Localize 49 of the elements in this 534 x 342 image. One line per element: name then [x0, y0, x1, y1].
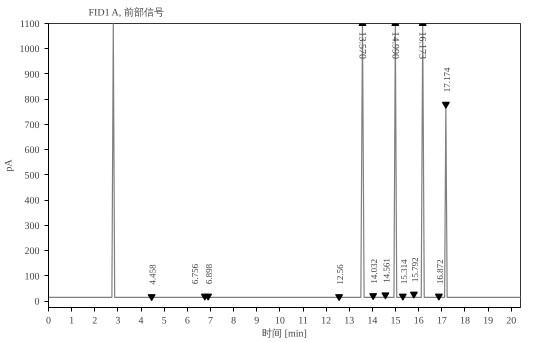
annotation: 14.990 [389, 32, 400, 59]
x-tick-label: 2 [92, 316, 98, 326]
y-tick-label: 100 [24, 271, 40, 282]
y-tick-label: 200 [24, 246, 40, 258]
annotation: 16.872 [434, 259, 445, 284]
y-tick-label: 400 [24, 196, 40, 207]
x-tick-label: 9 [254, 316, 260, 326]
annotation: 15.792 [410, 257, 420, 282]
annotation: 16.173 [416, 32, 428, 59]
x-tick-label: 17 [436, 316, 447, 326]
y-tick-label: 700 [24, 120, 40, 131]
annotation: 6.756 [190, 263, 200, 284]
x-tick-label: 1 [69, 316, 74, 326]
chart-title: FID1 A, 前部信号 [88, 6, 164, 18]
x-tick-label: 15 [390, 316, 401, 326]
y-tick-label: 300 [24, 220, 40, 232]
annotation: 12.56 [335, 264, 346, 285]
x-tick-label: 8 [231, 316, 236, 326]
y-axis-title: pA [4, 158, 14, 172]
x-tick-label: 19 [483, 316, 494, 326]
x-tick-label: 3 [115, 316, 120, 326]
annotation: 6.898 [204, 263, 214, 284]
y-tick-label: 600 [24, 145, 40, 156]
x-tick-label: 11 [298, 316, 308, 326]
annotation: 4.458 [148, 264, 158, 285]
x-axis-title: 时间 [min] [262, 328, 307, 340]
annotation: 14.032 [369, 258, 380, 284]
x-tick-label: 6 [184, 316, 190, 326]
x-tick-label: 5 [162, 316, 167, 326]
y-tick-label: 0 [34, 296, 40, 308]
x-tick-label: 16 [414, 316, 424, 326]
annotation: 13.570 [356, 32, 368, 59]
annotation: 17.174 [442, 67, 452, 92]
y-tick-label: 800 [24, 94, 40, 106]
x-tick-label: 13 [344, 316, 354, 326]
y-tick-label: 1000 [20, 44, 40, 56]
x-tick-label: 4 [138, 316, 144, 326]
x-tick-label: 12 [321, 316, 332, 326]
x-tick-label: 7 [208, 316, 213, 326]
x-tick-label: 10 [274, 316, 285, 326]
annotation: 15.314 [398, 258, 409, 284]
x-tick-label: 0 [46, 316, 51, 326]
x-tick-label: 18 [460, 316, 470, 326]
x-tick-label: 20 [506, 316, 516, 326]
x-tick-label: 14 [367, 316, 378, 326]
annotation: 14.561 [381, 258, 392, 283]
y-tick-label: 500 [24, 170, 40, 182]
y-tick-label: 1100 [20, 19, 40, 30]
y-tick-label: 900 [24, 69, 40, 80]
